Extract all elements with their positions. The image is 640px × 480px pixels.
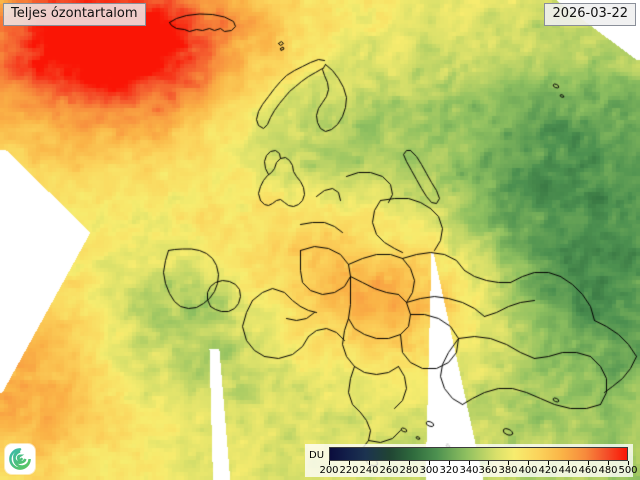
colorbar-tick-label: 420 bbox=[538, 465, 558, 476]
map-title-label: Teljes ózontartalom bbox=[3, 3, 146, 26]
colorbar-tick-mark bbox=[449, 461, 450, 465]
colorbar-tick-label: 200 bbox=[319, 465, 339, 476]
colorbar-tick-mark bbox=[389, 461, 390, 465]
spiral-swirl-icon bbox=[9, 448, 31, 470]
colorbar-tick-mark bbox=[488, 461, 489, 465]
colorbar-tick-mark bbox=[568, 461, 569, 465]
colorbar-tick-label: 440 bbox=[558, 465, 578, 476]
colorbar-tick-label: 260 bbox=[379, 465, 399, 476]
colorbar-tick-mark bbox=[469, 461, 470, 465]
colorbar-tick-label: 460 bbox=[578, 465, 598, 476]
colorbar-tick-mark bbox=[369, 461, 370, 465]
colorbar-tick-label: 400 bbox=[518, 465, 538, 476]
colorbar-legend: DU 200 220 240 260 280 300 320 340 360 380 400 420 4… bbox=[305, 444, 638, 477]
colorbar-tick-mark bbox=[608, 461, 609, 465]
colorbar-tick-label: 320 bbox=[439, 465, 459, 476]
map-date-label: 2026-03-22 bbox=[544, 3, 636, 26]
colorbar-tick-label: 480 bbox=[598, 465, 618, 476]
colorbar-tick-label: 500 bbox=[618, 465, 638, 476]
colorbar-tick-row: 200 220 240 260 280 300 320 340 360 380 400 420 440 4… bbox=[319, 461, 638, 477]
colorbar-tick-label: 360 bbox=[478, 465, 498, 476]
colorbar-tick-mark bbox=[528, 461, 529, 465]
colorbar-tick-mark bbox=[409, 461, 410, 465]
colorbar-gradient-strip bbox=[329, 447, 628, 461]
colorbar-tick-label: 380 bbox=[498, 465, 518, 476]
app-logo[interactable] bbox=[5, 444, 35, 474]
colorbar-tick-mark bbox=[588, 461, 589, 465]
colorbar-tick-mark bbox=[628, 461, 629, 465]
colorbar-tick-mark bbox=[508, 461, 509, 465]
colorbar-tick-label: 280 bbox=[399, 465, 419, 476]
colorbar-tick-label: 300 bbox=[419, 465, 439, 476]
colorbar-tick-mark bbox=[429, 461, 430, 465]
colorbar-tick-label: 220 bbox=[339, 465, 359, 476]
colorbar-tick-mark bbox=[548, 461, 549, 465]
colorbar-tick-label: 240 bbox=[359, 465, 379, 476]
colorbar-tick-label: 340 bbox=[459, 465, 479, 476]
colorbar-tick-mark bbox=[349, 461, 350, 465]
colorbar-tick-mark bbox=[329, 461, 330, 465]
colorbar-unit-label: DU bbox=[309, 450, 325, 461]
